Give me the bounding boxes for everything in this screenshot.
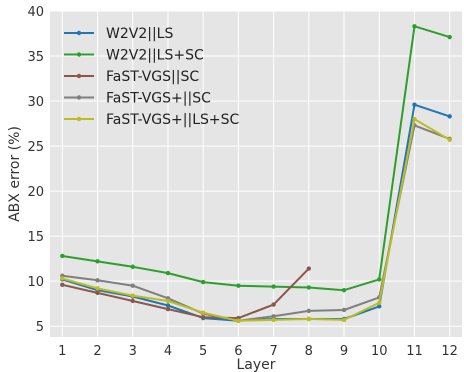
data-point: [306, 266, 312, 271]
data-point: [95, 286, 100, 291]
x-tick-label: 10: [371, 344, 388, 359]
y-tick-label: 5: [36, 320, 44, 335]
x-tick-label: 1: [58, 344, 66, 359]
data-point: [412, 102, 417, 107]
legend-marker: [76, 30, 82, 36]
data-point: [412, 24, 417, 29]
series-fast-vgs-plus-ls-plussc: [60, 116, 452, 323]
data-point: [412, 116, 417, 122]
series-line: [62, 267, 310, 320]
legend-label: FaST-VGS||SC: [106, 69, 199, 85]
data-point: [60, 276, 65, 281]
data-point: [271, 317, 276, 323]
legend-item: W2V2||LS: [64, 26, 173, 42]
y-tick-label: 15: [27, 230, 44, 245]
x-tick-label: 3: [129, 344, 137, 359]
data-point: [271, 314, 276, 319]
data-point: [236, 318, 241, 323]
legend-item: FaST-VGS+||LS+SC: [64, 112, 240, 128]
legend-label: W2V2||LS: [106, 26, 173, 42]
data-point: [447, 137, 452, 142]
data-point: [130, 298, 135, 304]
data-point: [200, 314, 206, 320]
legend: W2V2||LS W2V2||LS+SC FaST-VGS||SC FaST-VGS+…: [64, 26, 240, 128]
y-tick-label: 25: [27, 140, 44, 155]
y-tick-label: 20: [27, 185, 44, 200]
data-point: [271, 302, 276, 307]
y-tick-label: 10: [27, 275, 44, 290]
data-point: [200, 279, 206, 285]
legend-marker: [76, 73, 82, 79]
data-point: [60, 253, 65, 259]
data-point: [60, 282, 65, 287]
data-point: [165, 270, 171, 276]
legend-marker: [76, 52, 82, 57]
data-point: [165, 306, 171, 312]
legend-marker: [76, 95, 82, 100]
y-axis-label: ABX error (%): [7, 126, 23, 222]
x-tick-label: 2: [93, 344, 101, 359]
y-tick-label: 35: [27, 50, 44, 65]
data-point: [447, 114, 452, 119]
data-point: [271, 284, 276, 289]
series-line: [62, 25, 450, 292]
data-point: [95, 259, 100, 264]
legend-marker: [76, 116, 82, 122]
data-point: [165, 303, 171, 308]
series-fast-vgs-sc: [60, 266, 312, 321]
data-point: [447, 34, 452, 40]
data-point: [200, 310, 206, 315]
data-point: [165, 298, 171, 304]
data-point: [341, 307, 347, 313]
legend-item: W2V2||LS+SC: [64, 48, 204, 64]
data-point: [236, 283, 241, 288]
legend-item: FaST-VGS||SC: [64, 69, 199, 85]
x-tick-label: 6: [234, 344, 242, 359]
legend-label: FaST-VGS+||SC: [106, 91, 211, 107]
data-point: [130, 264, 135, 269]
series-line: [62, 118, 451, 322]
legend-label: W2V2||LS+SC: [106, 48, 204, 64]
data-point: [377, 304, 382, 309]
legend-item: FaST-VGS+||SC: [64, 91, 211, 107]
data-point: [95, 278, 100, 283]
x-axis-label: Layer: [236, 357, 275, 372]
grid-lines: [50, 10, 462, 337]
data-point: [341, 317, 347, 323]
series-layer: [60, 24, 452, 323]
y-tick-label: 30: [27, 95, 44, 110]
series-w2v2-ls-plussc: [60, 24, 452, 293]
data-point: [377, 277, 382, 282]
data-point: [377, 300, 382, 305]
data-point: [306, 308, 312, 314]
data-point: [306, 285, 312, 290]
x-tick-label: 12: [441, 344, 458, 359]
x-tick-label: 11: [406, 344, 423, 359]
data-point: [341, 287, 347, 293]
data-point: [130, 283, 135, 288]
data-point: [306, 316, 312, 322]
x-tick-label: 4: [164, 344, 172, 359]
x-tick-label: 8: [305, 344, 313, 359]
x-tick-label: 9: [340, 344, 348, 359]
data-point: [130, 293, 135, 298]
x-tick-label: 7: [269, 344, 277, 359]
y-tick-label: 40: [27, 5, 44, 20]
legend-label: FaST-VGS+||LS+SC: [106, 112, 240, 128]
data-point: [95, 290, 100, 296]
x-tick-label: 5: [199, 344, 207, 359]
